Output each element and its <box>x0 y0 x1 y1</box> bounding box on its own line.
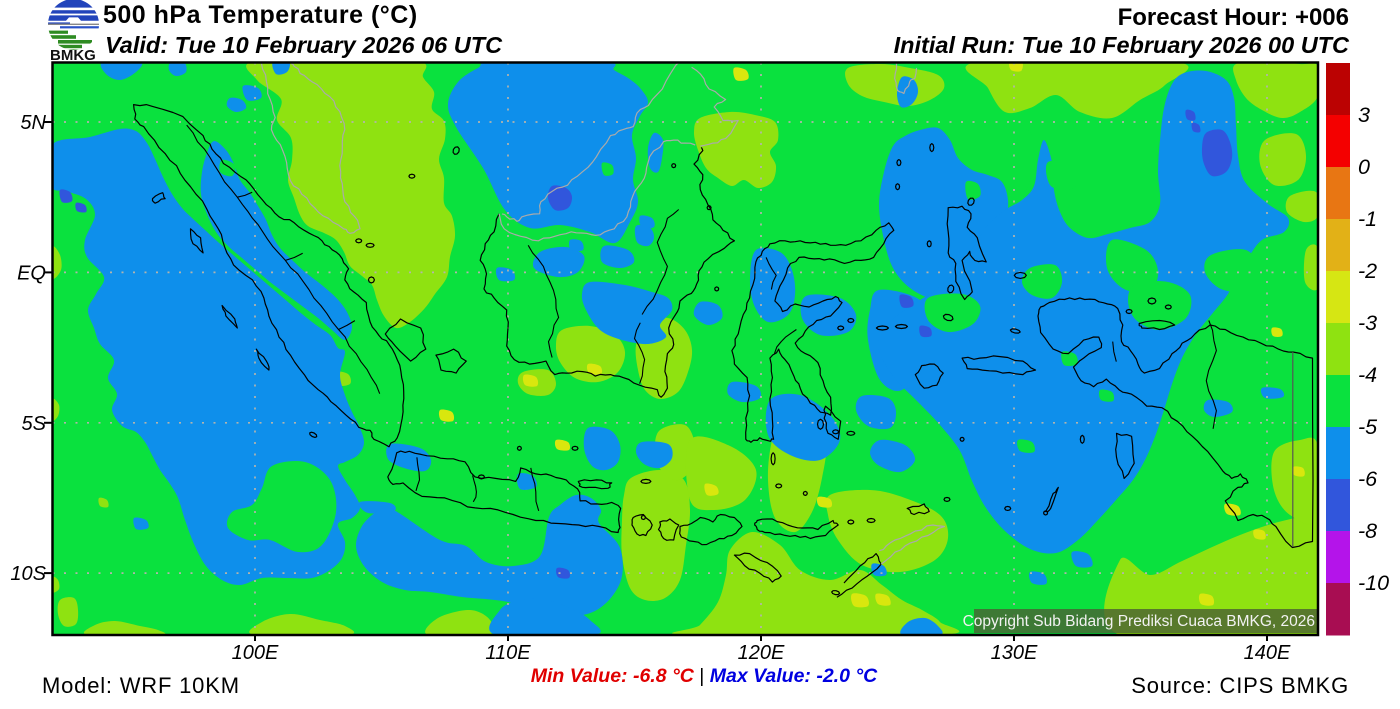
svg-text:Initial Run: Tue 10 February 2: Initial Run: Tue 10 February 2026 00 UTC <box>894 32 1350 58</box>
svg-text:120E: 120E <box>738 642 785 664</box>
svg-text:10S: 10S <box>10 563 46 585</box>
svg-text:Valid: Tue 10 February 2026 06: Valid: Tue 10 February 2026 06 UTC <box>105 32 503 58</box>
svg-text:Copyright Sub Bidang Prediksi: Copyright Sub Bidang Prediksi Cuaca BMKG… <box>963 613 1315 630</box>
svg-text:EQ: EQ <box>17 262 46 284</box>
svg-text:Min Value: -6.8 °C | Max Valu: Min Value: -6.8 °C | Max Value: -2.0 °C <box>531 665 878 687</box>
svg-text:130E: 130E <box>991 642 1038 664</box>
svg-text:-8: -8 <box>1358 519 1377 543</box>
svg-text:140E: 140E <box>1244 642 1291 664</box>
svg-text:0: 0 <box>1358 155 1370 179</box>
svg-text:110E: 110E <box>485 642 531 664</box>
svg-text:500 hPa Temperature (°C): 500 hPa Temperature (°C) <box>103 1 418 29</box>
svg-text:-4: -4 <box>1358 363 1377 387</box>
svg-text:-3: -3 <box>1358 311 1377 335</box>
svg-text:-10: -10 <box>1358 571 1389 595</box>
svg-text:Forecast Hour: +006: Forecast Hour: +006 <box>1118 4 1349 31</box>
svg-text:3: 3 <box>1358 103 1370 127</box>
svg-text:-2: -2 <box>1358 259 1377 283</box>
svg-text:Source: CIPS BMKG: Source: CIPS BMKG <box>1131 673 1349 698</box>
svg-text:5N: 5N <box>20 112 46 134</box>
svg-text:Model: WRF 10KM: Model: WRF 10KM <box>42 673 240 698</box>
svg-text:5S: 5S <box>22 413 47 435</box>
svg-text:100E: 100E <box>232 642 279 664</box>
svg-text:-6: -6 <box>1358 467 1377 491</box>
svg-text:-1: -1 <box>1358 207 1377 231</box>
svg-text:-5: -5 <box>1358 415 1378 439</box>
svg-text:BMKG: BMKG <box>50 47 96 64</box>
